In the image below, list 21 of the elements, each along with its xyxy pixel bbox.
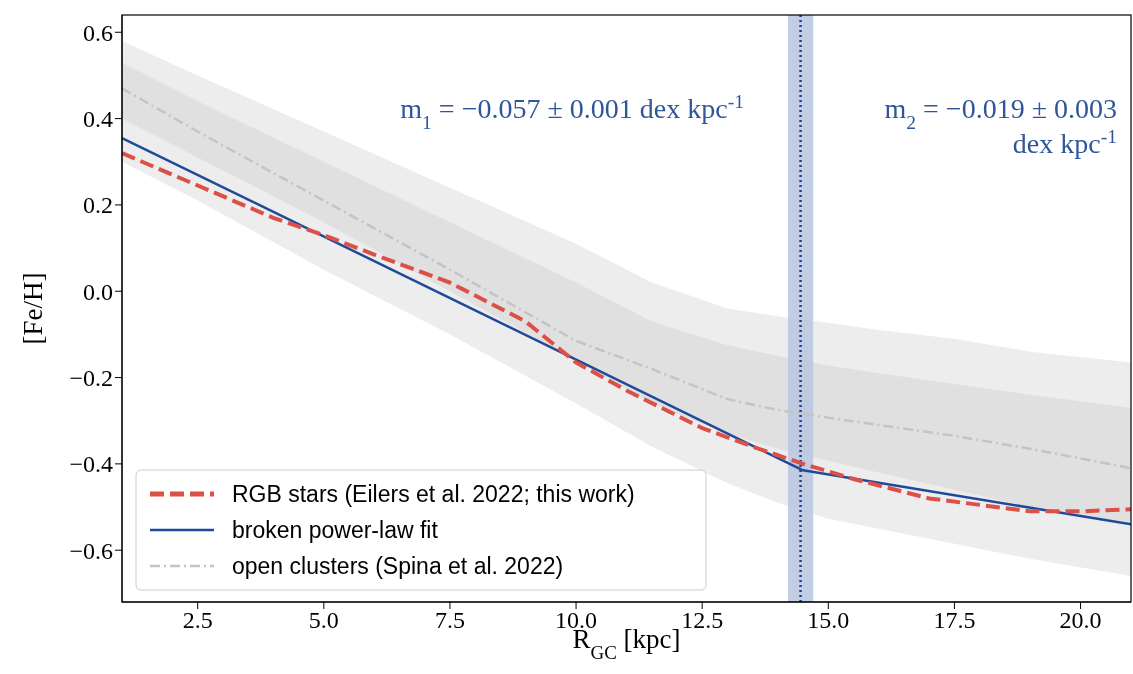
legend-label: broken power-law fit: [232, 517, 439, 543]
annotation: m$_{1}$ = −0.057 ± 0.001 dex kpc$^{-1}$: [400, 90, 744, 133]
x-tick-label: 7.5: [434, 607, 465, 634]
y-tick-label: 0.4: [83, 106, 113, 133]
x-tick-label: 5.0: [308, 607, 339, 634]
legend-label: open clusters (Spina et al. 2022): [232, 553, 564, 579]
x-tick-label: 17.5: [933, 607, 976, 634]
y-tick-label: −0.4: [69, 451, 113, 478]
annotation: m$_{2}$ = −0.019 ± 0.003 dex kpc$^{-1}$: [884, 93, 1117, 159]
y-tick-label: −0.6: [69, 537, 113, 564]
y-tick-label: 0.0: [83, 278, 113, 305]
y-axis-title: [Fe/H]: [18, 272, 48, 345]
x-tick-label: 12.5: [681, 607, 724, 634]
y-tick-label: 0.2: [83, 192, 113, 219]
y-tick-label: 0.6: [83, 19, 113, 46]
y-tick-label: −0.2: [69, 365, 113, 392]
x-tick-label: 15.0: [807, 607, 850, 634]
x-tick-label: 20.0: [1059, 607, 1102, 634]
line-series: [122, 87, 1131, 470]
legend-label: RGB stars (Eilers et al. 2022; this work): [232, 481, 635, 507]
x-tick-label: 2.5: [182, 607, 213, 634]
